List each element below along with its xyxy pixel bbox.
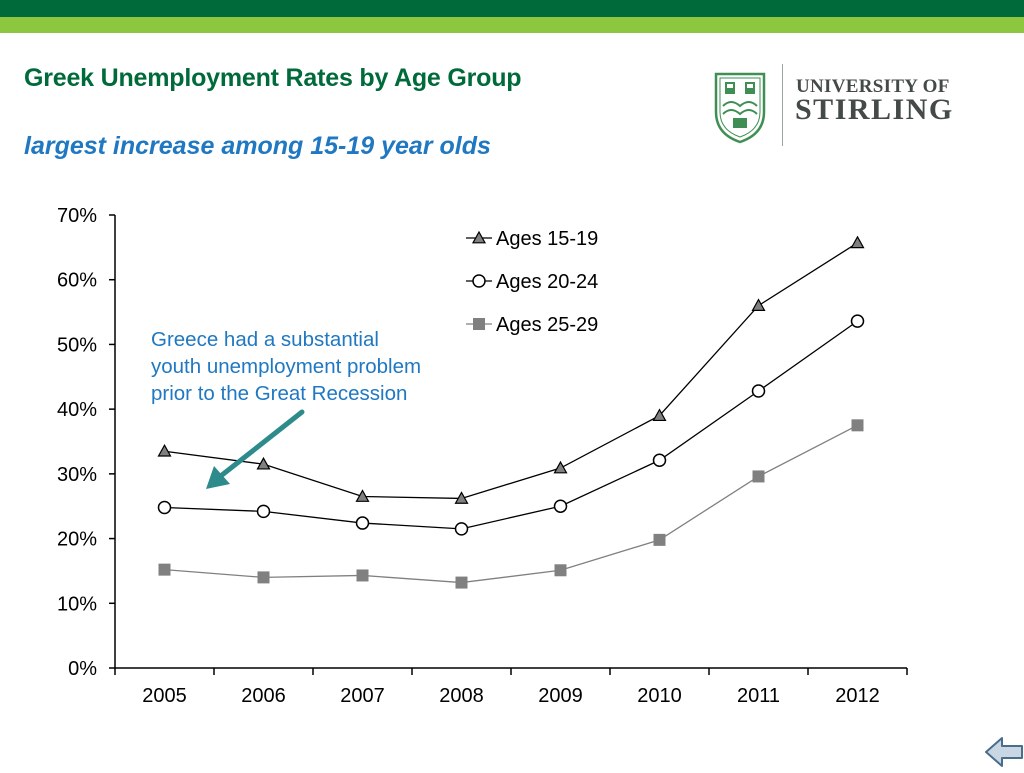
x-tick-label: 2010 [637, 685, 682, 707]
data-point [455, 576, 468, 589]
series-ages-15-19 [157, 235, 865, 504]
x-tick-label: 2009 [538, 685, 583, 707]
x-tick-label: 2005 [142, 685, 187, 707]
y-tick-label: 70% [57, 205, 97, 227]
data-point [752, 470, 765, 483]
y-tick-label: 30% [57, 464, 97, 486]
data-point [355, 516, 370, 530]
series-ages-20-24 [157, 314, 865, 536]
back-button[interactable] [984, 736, 1024, 768]
y-tick-label: 60% [57, 270, 97, 292]
data-point [850, 314, 865, 328]
chart-series [157, 235, 865, 589]
y-tick-label: 50% [57, 334, 97, 356]
y-tick-label: 40% [57, 399, 97, 421]
slide-subtitle: largest increase among 15-19 year olds [24, 132, 491, 160]
annotation-line: youth unemployment problem [151, 355, 422, 378]
series-ages-25-29 [158, 419, 864, 589]
logo-text-line1: UNIVERSITY OF [796, 76, 950, 97]
data-point [553, 499, 568, 513]
chart-legend: Ages 15-19 Ages 20-24 Ages 25-29 [466, 228, 598, 336]
arrow-shaft [219, 409, 305, 478]
data-point [158, 563, 171, 576]
data-point [355, 489, 370, 502]
series-line [164, 320, 858, 530]
data-point [454, 522, 469, 536]
x-tick-label: 2007 [340, 685, 385, 707]
slide-title: Greek Unemployment Rates by Age Group [24, 64, 522, 92]
legend-label: Ages 20-24 [496, 271, 598, 293]
y-tick-label: 10% [57, 593, 97, 615]
x-tick-label: 2011 [737, 685, 780, 707]
legend-marker [472, 274, 486, 288]
data-point [653, 533, 666, 546]
data-point [751, 384, 766, 398]
data-point [157, 443, 172, 457]
legend-item: Ages 15-19 [466, 228, 598, 250]
header-band-light [0, 17, 1024, 33]
legend-label: Ages 15-19 [496, 228, 598, 250]
back-arrow-icon [985, 737, 1023, 767]
logo-text-line2: STIRLING [795, 93, 954, 126]
data-point [356, 569, 369, 582]
university-crest-icon [714, 72, 766, 144]
data-point [652, 408, 667, 422]
header-band-dark [0, 0, 1024, 17]
y-tick-label: 0% [68, 658, 97, 680]
legend-item: Ages 20-24 [466, 271, 598, 293]
x-tick-label: 2012 [835, 685, 880, 707]
logo-divider [782, 64, 783, 146]
y-tick-label: 20% [57, 529, 97, 551]
legend-item: Ages 25-29 [466, 314, 598, 336]
arrow-head [206, 466, 230, 489]
x-tick-label: 2006 [241, 685, 286, 707]
data-point [454, 491, 469, 504]
data-point [157, 500, 172, 515]
university-logo [714, 62, 964, 148]
annotation-line: Greece had a substantial [151, 328, 379, 351]
legend-marker [471, 230, 487, 244]
annotation-line: prior to the Great Recession [151, 382, 408, 405]
legend-label: Ages 25-29 [496, 314, 598, 336]
series-line [164, 242, 858, 500]
annotation-arrow [206, 409, 305, 489]
data-point [256, 504, 271, 519]
data-point [851, 419, 864, 432]
chart-axes: 0% 10% 20% 30% 40% 50% 60% 70% 2005 2006 2007 2008 2… [57, 205, 908, 707]
data-point [652, 453, 667, 468]
x-tick-label: 2008 [439, 685, 484, 707]
data-point [554, 564, 567, 577]
legend-marker [473, 318, 485, 330]
series-line [164, 424, 858, 584]
data-point [257, 571, 270, 584]
data-point [751, 298, 766, 311]
data-point [553, 460, 568, 474]
data-point [850, 235, 865, 249]
data-point [256, 456, 271, 470]
annotation-text: Greece had a substantial youth unemploym… [151, 326, 471, 407]
